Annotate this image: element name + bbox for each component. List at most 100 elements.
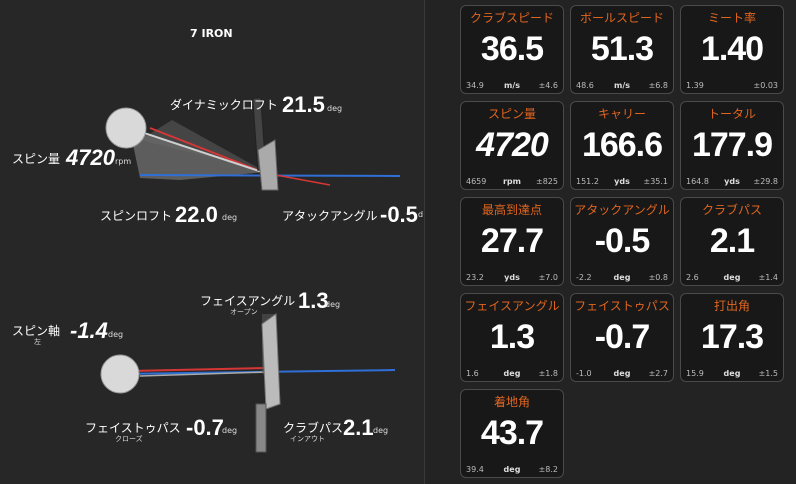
face-to-path-label: フェイストゥパス <box>85 421 181 435</box>
tile-deviation: ±1.4 <box>758 273 778 282</box>
tile-landing-angle[interactable]: 着地角 43.7 39.4 deg ±8.2 <box>460 389 564 478</box>
spin-loft-label: スピンロフト <box>100 209 173 223</box>
tile-deviation: ±35.1 <box>643 177 668 186</box>
tile-average: 1.39 <box>686 81 704 90</box>
tile-label: トータル <box>707 107 756 121</box>
club-path-unit: deg <box>373 426 389 435</box>
tile-value: 36.5 <box>480 30 544 68</box>
spin-loft-value: 22.0 <box>175 202 218 227</box>
spin-axis-value: -1.4 <box>70 318 108 343</box>
tile-unit: deg <box>613 369 631 378</box>
tile-club-speed[interactable]: クラブスピード 36.5 34.9 m/s ±4.6 <box>460 5 564 94</box>
tile-label: フェイスアングル <box>464 299 560 313</box>
metrics-panel: クラブスピード 36.5 34.9 m/s ±4.6 ボールスピード 51.3 … <box>425 0 796 484</box>
face-angle-value: 1.3 <box>298 288 329 313</box>
club-shaft-top <box>255 403 267 453</box>
tile-unit: deg <box>503 369 521 378</box>
attack-angle-value: -0.5 <box>380 202 418 227</box>
tile-value: 43.7 <box>480 414 544 452</box>
tile-deviation: ±1.5 <box>758 369 778 378</box>
tile-value: -0.5 <box>594 222 651 260</box>
tile-unit: deg <box>613 273 631 282</box>
tile-value: 17.3 <box>700 318 764 356</box>
face-to-path-value: -0.7 <box>186 415 224 440</box>
tile-label: ボールスピード <box>579 11 664 25</box>
dynamic-loft-label: ダイナミックロフト <box>170 98 278 112</box>
tile-launch-angle[interactable]: 打出角 17.3 15.9 deg ±1.5 <box>680 293 784 382</box>
tile-face-to-path[interactable]: フェイストゥパス -0.7 -1.0 deg ±2.7 <box>570 293 674 382</box>
spin-value: 4720 <box>66 145 115 170</box>
tile-deviation: ±1.8 <box>538 369 558 378</box>
attack-angle-label: アタックアングル <box>282 209 378 223</box>
tile-face-angle[interactable]: フェイスアングル 1.3 1.6 deg ±1.8 <box>460 293 564 382</box>
tile-value: 51.3 <box>590 30 654 68</box>
tile-average: 4659 <box>466 177 487 186</box>
club-path-label: クラブパス <box>283 421 344 435</box>
tile-average: 39.4 <box>466 465 484 474</box>
club-path-value: 2.1 <box>343 415 374 440</box>
tile-label: キャリー <box>597 107 646 121</box>
tile-value: 177.9 <box>691 126 773 164</box>
panel-divider <box>424 0 425 484</box>
tile-value: 2.1 <box>709 222 755 260</box>
dynamic-loft-line <box>149 127 266 174</box>
face-to-path-unit: deg <box>222 426 238 435</box>
tile-spin-rate[interactable]: スピン量 4720 4659 rpm ±825 <box>460 101 564 190</box>
tile-deviation: ±8.2 <box>538 465 558 474</box>
tile-attack-angle[interactable]: アタックアングル -0.5 -2.2 deg ±0.8 <box>570 197 674 286</box>
loft-fan <box>140 120 262 170</box>
tile-carry[interactable]: キャリー 166.6 151.2 yds ±35.1 <box>570 101 674 190</box>
tile-label: 打出角 <box>713 299 750 313</box>
tile-deviation: ±825 <box>536 177 558 186</box>
spin-axis-unit: deg <box>108 330 124 339</box>
side-view-diagram <box>105 97 401 191</box>
tile-average: 1.6 <box>466 369 479 378</box>
tile-smash-factor[interactable]: ミート率 1.40 1.39 ±0.03 <box>680 5 784 94</box>
tile-average: 23.2 <box>466 273 484 282</box>
tile-deviation: ±29.8 <box>753 177 778 186</box>
tile-label: 着地角 <box>493 395 530 409</box>
tile-average: -1.0 <box>576 369 592 378</box>
tile-label: 最高到達点 <box>481 203 542 217</box>
tile-average: 34.9 <box>466 81 484 90</box>
tile-label: スピン量 <box>487 107 536 121</box>
tile-value: 1.40 <box>700 30 764 68</box>
spin-loft-wedge <box>130 130 265 180</box>
tile-club-path[interactable]: クラブパス 2.1 2.6 deg ±1.4 <box>680 197 784 286</box>
tile-unit: m/s <box>613 81 631 90</box>
attack-angle-unit: d <box>418 210 424 219</box>
tile-unit: yds <box>504 273 520 282</box>
tile-deviation: ±6.8 <box>648 81 668 90</box>
club-path-sub: インアウト <box>290 435 325 443</box>
dynamic-loft-unit: deg <box>327 104 343 113</box>
tile-ball-speed[interactable]: ボールスピード 51.3 48.6 m/s ±6.8 <box>570 5 674 94</box>
golf-ball-side <box>105 107 147 149</box>
spin-loft-unit: deg <box>222 213 238 222</box>
face-angle-label: フェイスアングル <box>200 294 296 308</box>
tile-deviation: ±7.0 <box>538 273 558 282</box>
tile-value: 1.3 <box>489 318 535 356</box>
tile-value: 166.6 <box>581 126 663 164</box>
spin-axis-label: スピン軸 <box>12 324 61 338</box>
face-to-path-sub: クローズ <box>115 435 143 443</box>
face-angle-sub: オープン <box>230 308 258 316</box>
tile-label: フェイストゥパス <box>574 299 670 313</box>
face-line <box>129 367 269 372</box>
tile-value: 4720 <box>476 126 549 164</box>
tile-value: 27.7 <box>480 222 544 260</box>
tile-average: -2.2 <box>576 273 592 282</box>
tile-total[interactable]: トータル 177.9 164.8 yds ±29.8 <box>680 101 784 190</box>
tile-apex-height[interactable]: 最高到達点 27.7 23.2 yds ±7.0 <box>460 197 564 286</box>
tile-deviation: ±4.6 <box>538 81 558 90</box>
tile-unit: yds <box>614 177 630 186</box>
club-head-top <box>261 313 281 410</box>
tile-value: -0.7 <box>594 318 651 356</box>
golf-ball-top <box>100 354 140 394</box>
tile-average: 2.6 <box>686 273 699 282</box>
tile-average: 48.6 <box>576 81 594 90</box>
tile-label: アタックアングル <box>574 203 670 217</box>
tile-label: ミート率 <box>707 11 756 25</box>
tile-deviation: ±2.7 <box>648 369 668 378</box>
path-line <box>139 371 269 377</box>
tile-unit: deg <box>503 465 521 474</box>
